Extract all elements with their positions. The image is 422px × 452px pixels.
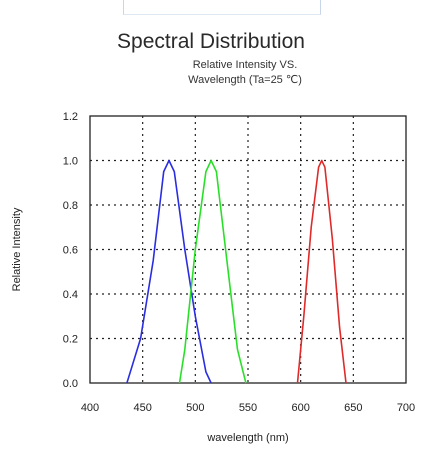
- plot-frame: [89, 115, 407, 384]
- y-tick-label: 0.4: [63, 289, 78, 301]
- series-line-3: [296, 159, 347, 384]
- chart-subtitle: Relative Intensity VS. Wavelength (Ta=25…: [188, 59, 302, 86]
- y-tick-label: 0.8: [63, 200, 78, 212]
- y-tick-label: 1.0: [63, 156, 78, 168]
- x-tick-label: 600: [291, 402, 309, 414]
- series-line-1: [126, 159, 212, 384]
- y-tick-label: 0.2: [63, 334, 78, 346]
- x-tick-label: 550: [239, 402, 257, 414]
- grid: [90, 116, 406, 383]
- y-axis-label: Relative Intensity: [11, 207, 23, 291]
- chart-title: Spectral Distribution: [117, 30, 305, 53]
- x-tick-label: 500: [186, 402, 204, 414]
- y-tick-label: 0.0: [63, 378, 78, 390]
- axis-ticks: 400 450 500 550 600 650 700 0.0 0.2 0.4 0.6 0.8 1.0 1…: [63, 111, 415, 414]
- series-line-2: [178, 159, 247, 384]
- x-tick-label: 700: [397, 402, 415, 414]
- y-tick-label: 0.6: [63, 245, 78, 257]
- top-frame-decoration: [123, 0, 321, 15]
- x-tick-label: 650: [344, 402, 362, 414]
- series-lines: [126, 159, 347, 384]
- x-tick-label: 450: [133, 402, 151, 414]
- x-tick-label: 400: [81, 402, 99, 414]
- y-tick-label: 1.2: [63, 111, 78, 123]
- x-axis-label: wavelength (nm): [206, 432, 288, 444]
